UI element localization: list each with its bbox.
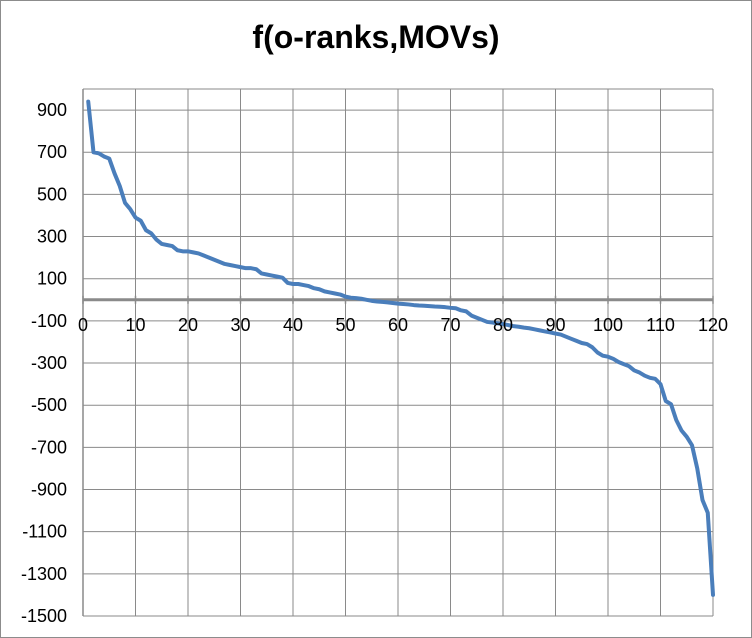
x-tick-label: 80 <box>493 315 513 335</box>
x-tick-label: 60 <box>388 315 408 335</box>
y-tick-label: -500 <box>31 395 67 415</box>
y-tick-label: -300 <box>31 353 67 373</box>
y-tick-label: -900 <box>31 480 67 500</box>
y-tick-label: 900 <box>37 100 67 120</box>
chart-title: f(o-ranks,MOVs) <box>252 19 500 55</box>
x-tick-label: 0 <box>78 315 88 335</box>
horizontal-gridlines <box>83 88 713 617</box>
x-tick-label: 10 <box>125 315 145 335</box>
x-tick-label: 20 <box>178 315 198 335</box>
x-tick-label: 100 <box>593 315 623 335</box>
x-tick-labels: 0 10 20 30 40 50 60 70 80 90 100 110 120 <box>78 315 728 335</box>
x-tick-label: 40 <box>283 315 303 335</box>
x-tick-label: 50 <box>335 315 355 335</box>
x-tick-label: 30 <box>230 315 250 335</box>
y-tick-label: 700 <box>37 142 67 162</box>
y-tick-label: -100 <box>31 311 67 331</box>
y-tick-label: -1500 <box>21 606 67 626</box>
y-tick-label: -1100 <box>22 522 67 542</box>
y-tick-label: -1300 <box>21 564 67 584</box>
x-tick-label: 120 <box>698 315 728 335</box>
y-tick-labels: 900 700 500 300 100 -100 -300 -500 -700 -900 -1100… <box>21 100 67 626</box>
y-tick-label: 300 <box>37 227 67 247</box>
vertical-gridlines <box>135 89 714 616</box>
x-tick-label: 70 <box>440 315 460 335</box>
x-tick-label: 90 <box>545 315 565 335</box>
y-tick-label: 500 <box>37 184 67 204</box>
y-tick-label: -700 <box>31 437 67 457</box>
series-group <box>86 99 715 597</box>
x-tick-label: 110 <box>646 315 675 335</box>
y-tick-label: 100 <box>37 269 67 289</box>
series-line <box>86 99 715 597</box>
